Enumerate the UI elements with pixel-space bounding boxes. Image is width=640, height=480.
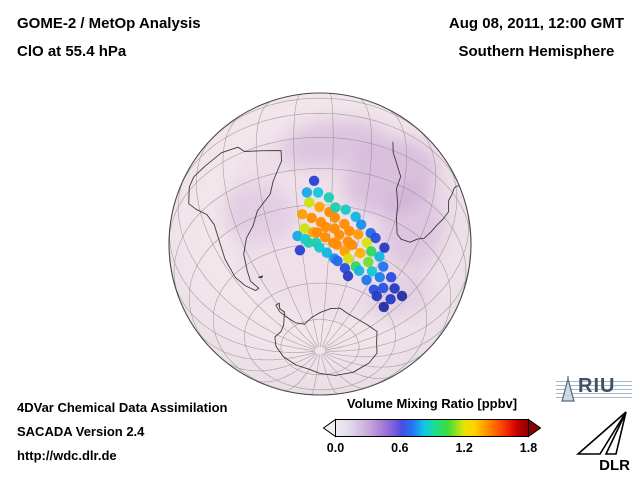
colorbar-underflow-arrow-icon <box>322 418 336 438</box>
instrument-title: GOME-2 / MetOp Analysis <box>17 15 201 32</box>
colorbar-tick-label: 1.2 <box>455 441 473 455</box>
globe-map <box>168 92 472 396</box>
header-left: GOME-2 / MetOp Analysis ClO at 55.4 hPa <box>17 10 201 66</box>
colorbar-title: Volume Mixing Ratio [ppbv] <box>346 396 518 411</box>
coastline-south_america <box>188 146 282 291</box>
orthographic-globe <box>168 92 472 396</box>
clo-plume-dots <box>292 175 408 313</box>
colorbar-tick-label: 0.6 <box>391 441 409 455</box>
hemisphere-label: Southern Hemisphere <box>458 43 615 60</box>
riu-logo-text: RIU <box>578 375 616 397</box>
dlr-logo: DLR <box>572 410 636 474</box>
riu-spire-icon <box>561 376 575 402</box>
version-label: SACADA Version 2.4 <box>17 424 145 439</box>
colorbar-tick-label: 0.0 <box>326 441 345 455</box>
riu-logo: RIU <box>556 374 632 404</box>
colorbar-tick-labels: 0.0 0.6 1.2 1.8 <box>322 441 542 457</box>
colorbar-overflow-arrow-icon <box>528 418 542 438</box>
datetime-label: Aug 08, 2011, 12:00 GMT <box>448 15 624 32</box>
coastline-africa <box>392 141 459 243</box>
footer-left: 4DVar Chemical Data Assimilation SACADA … <box>17 396 228 468</box>
species-level-title: ClO at 55.4 hPa <box>17 43 127 60</box>
coastline-antarctica <box>274 302 378 376</box>
coastline-falklands <box>258 275 263 279</box>
riu-stripes-icon <box>556 378 632 400</box>
colorbar-tick-label: 1.8 <box>519 441 538 455</box>
colorbar <box>322 418 542 438</box>
dlr-emblem-icon: DLR <box>575 411 630 474</box>
assimilation-label: 4DVar Chemical Data Assimilation <box>17 400 228 415</box>
dlr-logo-text: DLR <box>599 457 630 474</box>
colorbar-gradient <box>335 419 529 437</box>
header-right: Aug 08, 2011, 12:00 GMT Southern Hemisph… <box>449 10 624 66</box>
url-label: http://wdc.dlr.de <box>17 448 117 463</box>
